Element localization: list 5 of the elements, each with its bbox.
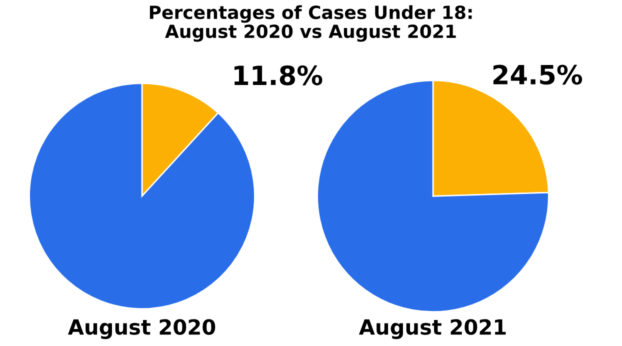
data-label: 24.5% — [493, 64, 582, 85]
data-label: 11.8% — [234, 65, 322, 86]
text: August 2020 — [68, 319, 216, 340]
chart-title: Percentages of Cases Under 18: August 2020 vs August 2021 — [150, 5, 472, 42]
text: August 2021 — [358, 319, 506, 340]
